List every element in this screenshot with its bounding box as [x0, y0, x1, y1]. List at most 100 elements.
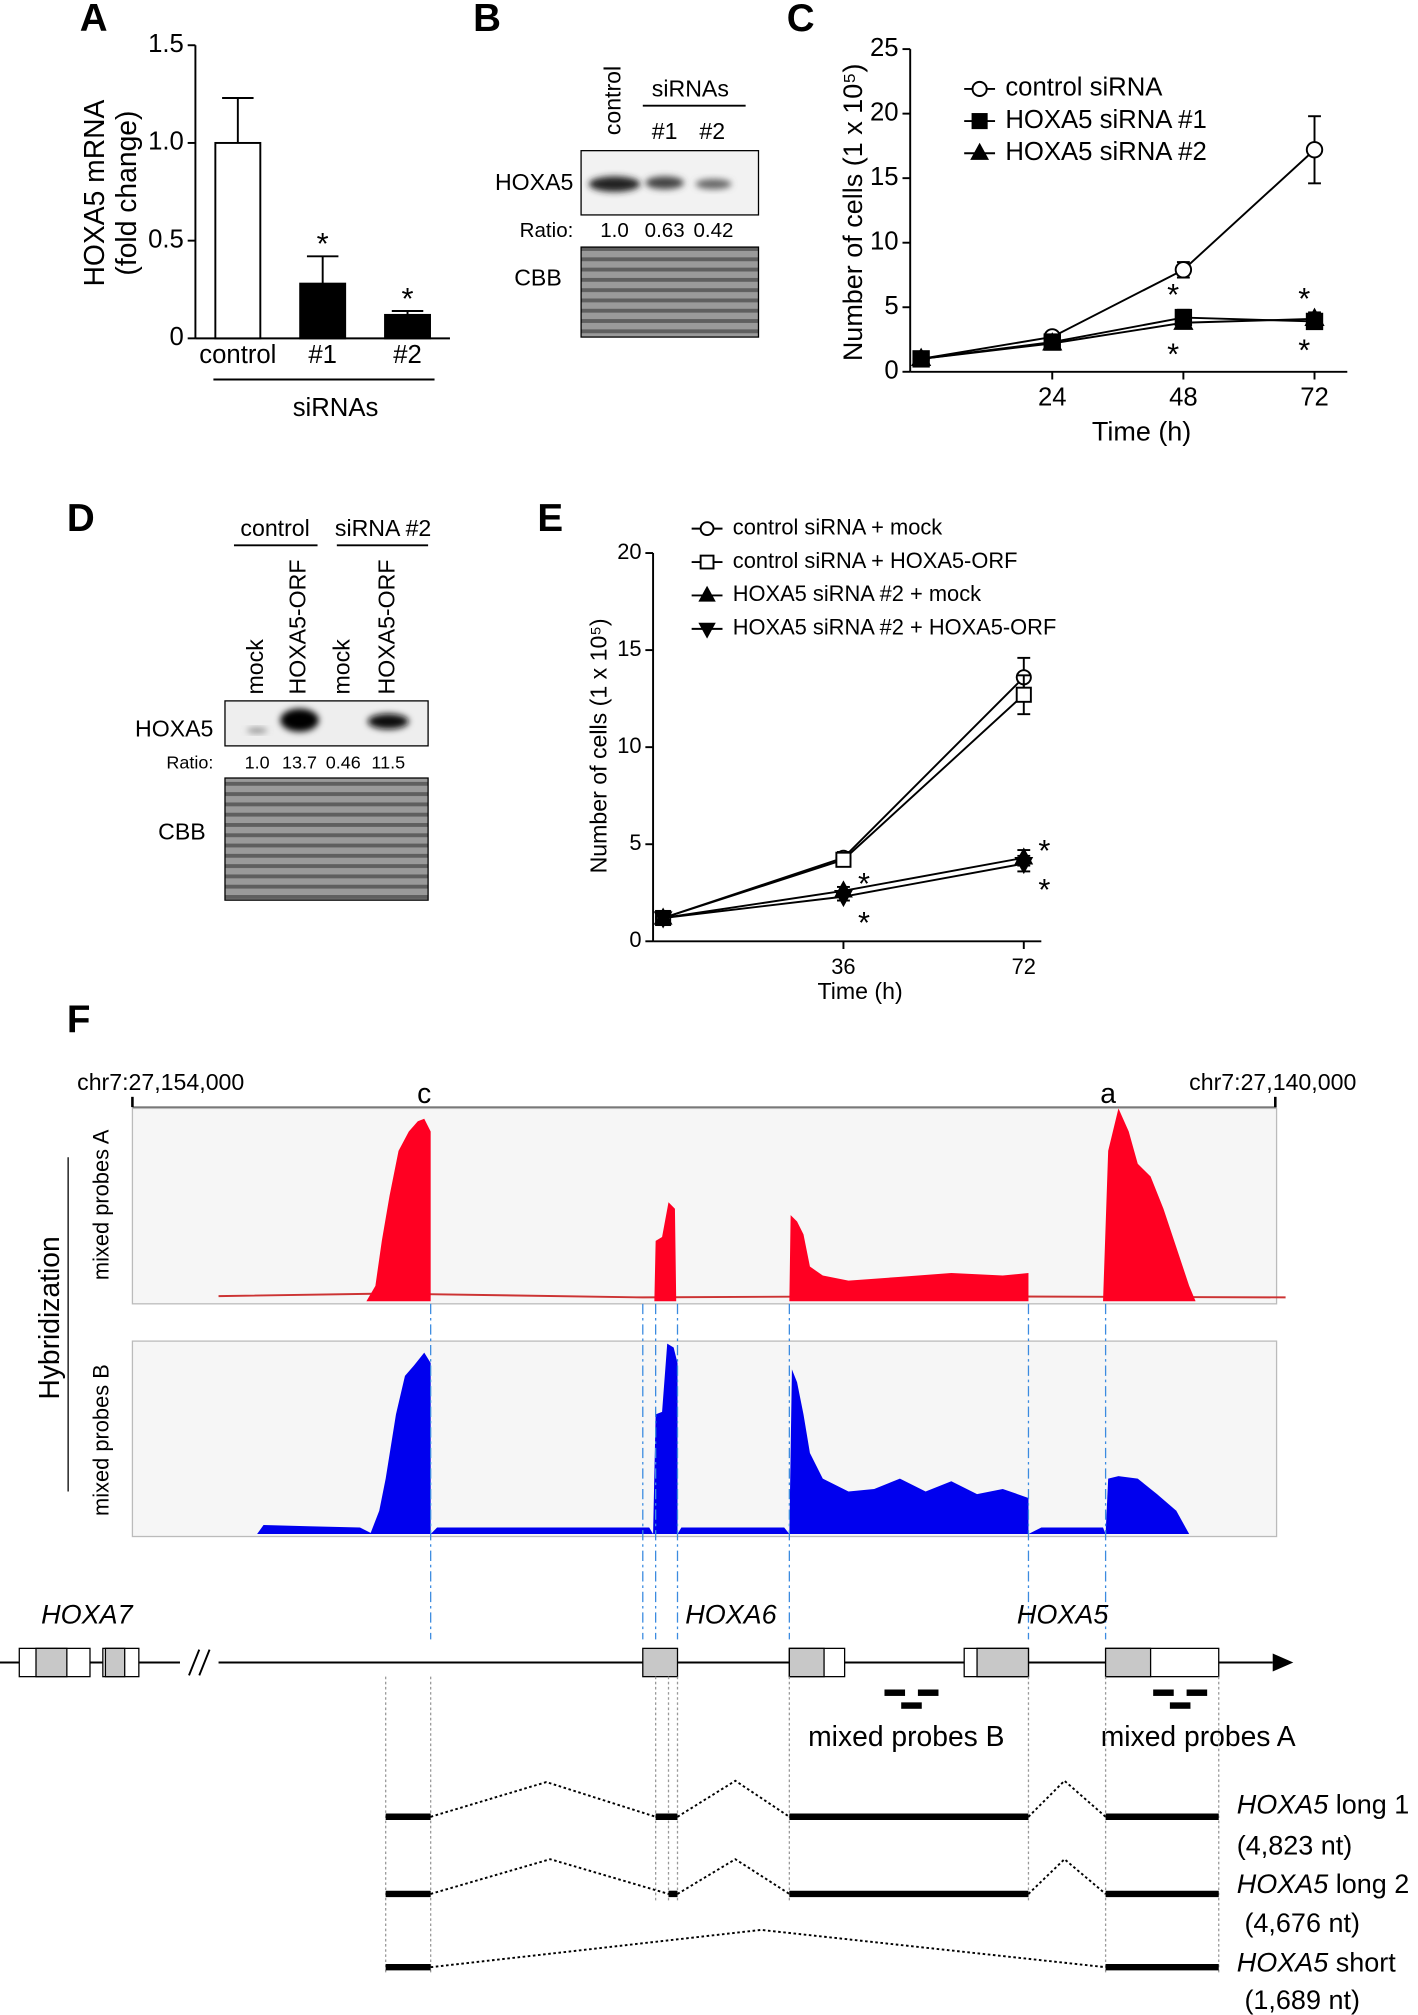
intron	[677, 1858, 790, 1895]
coverage-peak	[789, 1369, 1029, 1534]
panel-label: A	[80, 0, 108, 40]
band	[280, 708, 319, 732]
annotation: *	[402, 281, 414, 316]
lane-label: HOXA5-ORF	[285, 560, 311, 695]
annotation: *	[858, 866, 870, 901]
probe	[1153, 1689, 1174, 1696]
x-axis-label: Time (h)	[1092, 417, 1191, 447]
y-tick-label: 10	[870, 228, 899, 256]
exon	[35, 1647, 68, 1678]
y-tick-label: 10	[617, 733, 641, 758]
y-tick-label: 5	[629, 830, 641, 855]
annotation: *	[1038, 872, 1050, 907]
intron	[430, 1858, 669, 1895]
coverage-a	[218, 1108, 1286, 1302]
y-tick-label: 1.0	[148, 128, 184, 156]
coverage-peak	[1028, 1527, 1106, 1534]
protein-label: HOXA5	[495, 169, 573, 195]
annotation: *	[1298, 281, 1310, 316]
coverage-peak	[257, 1524, 373, 1534]
isoform: long 2	[1336, 1869, 1410, 1899]
ratio-label: Ratio:	[166, 753, 213, 773]
legend-label: control siRNA	[1005, 74, 1163, 102]
guide-lines	[430, 1303, 1107, 1640]
transcript-length: (4,823 nt)	[1237, 1831, 1353, 1861]
annotation: *	[1038, 833, 1050, 868]
chart: 0 0.5 1.0 1.5 control #1 * #2 * siRNAs HOXA5 mRNA(…	[78, 30, 450, 422]
isoform: short	[1336, 1948, 1396, 1978]
x-tick-label: #1	[308, 341, 337, 369]
introns	[430, 1779, 1107, 1969]
annotation: *	[1167, 336, 1179, 371]
track-box	[131, 1340, 1278, 1538]
marker	[1042, 332, 1063, 351]
transcript-name: HOXA5 short	[1237, 1948, 1396, 1978]
gene-label: HOXA6	[685, 1599, 776, 1629]
coverage-peak	[1103, 1108, 1196, 1302]
coverage-peak	[366, 1118, 431, 1302]
ratio: 0.46	[326, 753, 361, 773]
coverage-peak	[653, 1343, 678, 1534]
y-axis-label: Number of cells (1 x 10⁵)	[838, 64, 868, 362]
break	[188, 1649, 201, 1676]
x-tick-label: #2	[393, 341, 422, 369]
peak-label: c	[417, 1077, 431, 1109]
stain-label: CBB	[514, 264, 562, 290]
lane-label: #2	[699, 118, 725, 144]
exon	[1104, 1647, 1152, 1678]
exon	[104, 1647, 126, 1678]
intron	[1027, 1857, 1107, 1895]
exon	[642, 1647, 679, 1678]
intron	[430, 1928, 1106, 1969]
track-label: mixed probes A	[89, 1129, 114, 1280]
exon	[788, 1647, 825, 1678]
chart: 0 5 10 15 20 25 24 48 72 Time (h) Number of cells …	[838, 34, 1348, 447]
probe	[917, 1689, 939, 1696]
genome-panel: chr7:27,154,000 chr7:27,140,000 c b’ b a…	[0, 1069, 1409, 2015]
y-axis-label: (fold change)	[110, 111, 142, 276]
annotation: *	[858, 905, 870, 940]
coverage-peak	[370, 1352, 431, 1534]
probe	[901, 1702, 922, 1709]
stain-box	[580, 246, 760, 338]
marker	[653, 911, 673, 929]
probe	[1186, 1689, 1208, 1696]
series-line	[921, 317, 1315, 360]
marker	[698, 585, 716, 602]
protein-label: HOXA5	[135, 716, 213, 742]
marker	[911, 347, 932, 367]
ratio: 11.5	[371, 753, 405, 773]
band	[645, 176, 684, 190]
bar	[214, 141, 262, 340]
x-tick-label: 48	[1169, 384, 1198, 412]
coverage-peak	[430, 1527, 654, 1534]
y-tick-label: 15	[870, 163, 899, 191]
marker	[971, 113, 988, 130]
blot-b: control siRNAs #1 #2 HOXA5 Ratio: 1.0 0.…	[495, 66, 760, 338]
ratio: 0.63	[645, 219, 685, 242]
track-box	[131, 1107, 1278, 1305]
exons	[18, 1647, 1220, 1678]
marker	[1015, 686, 1032, 703]
exon-guides	[385, 1676, 1220, 1974]
intron	[1027, 1779, 1107, 1818]
chart: 0 5 10 15 20 36 72 Time (h) Number of cells (1 x…	[585, 514, 1056, 1003]
legend-label: control siRNA + mock	[733, 514, 942, 539]
exon	[976, 1647, 1030, 1678]
band	[367, 713, 409, 730]
track-label: mixed probes B	[89, 1364, 114, 1516]
ratio-label: Ratio:	[520, 219, 574, 242]
y-tick-label: 0	[170, 323, 184, 351]
transcript-length: (4,676 nt)	[1244, 1908, 1360, 1938]
x-tick-label: control	[199, 341, 276, 369]
marker	[1304, 307, 1325, 326]
marker	[835, 851, 852, 868]
coverage-peak	[654, 1202, 677, 1302]
lane-label: mock	[328, 639, 354, 695]
marker	[970, 142, 990, 160]
marker	[698, 622, 716, 639]
marker	[1174, 261, 1193, 279]
ratio: 0.42	[693, 219, 733, 242]
transcript-name: HOXA5 long 2	[1237, 1869, 1410, 1899]
probes	[884, 1689, 1208, 1709]
